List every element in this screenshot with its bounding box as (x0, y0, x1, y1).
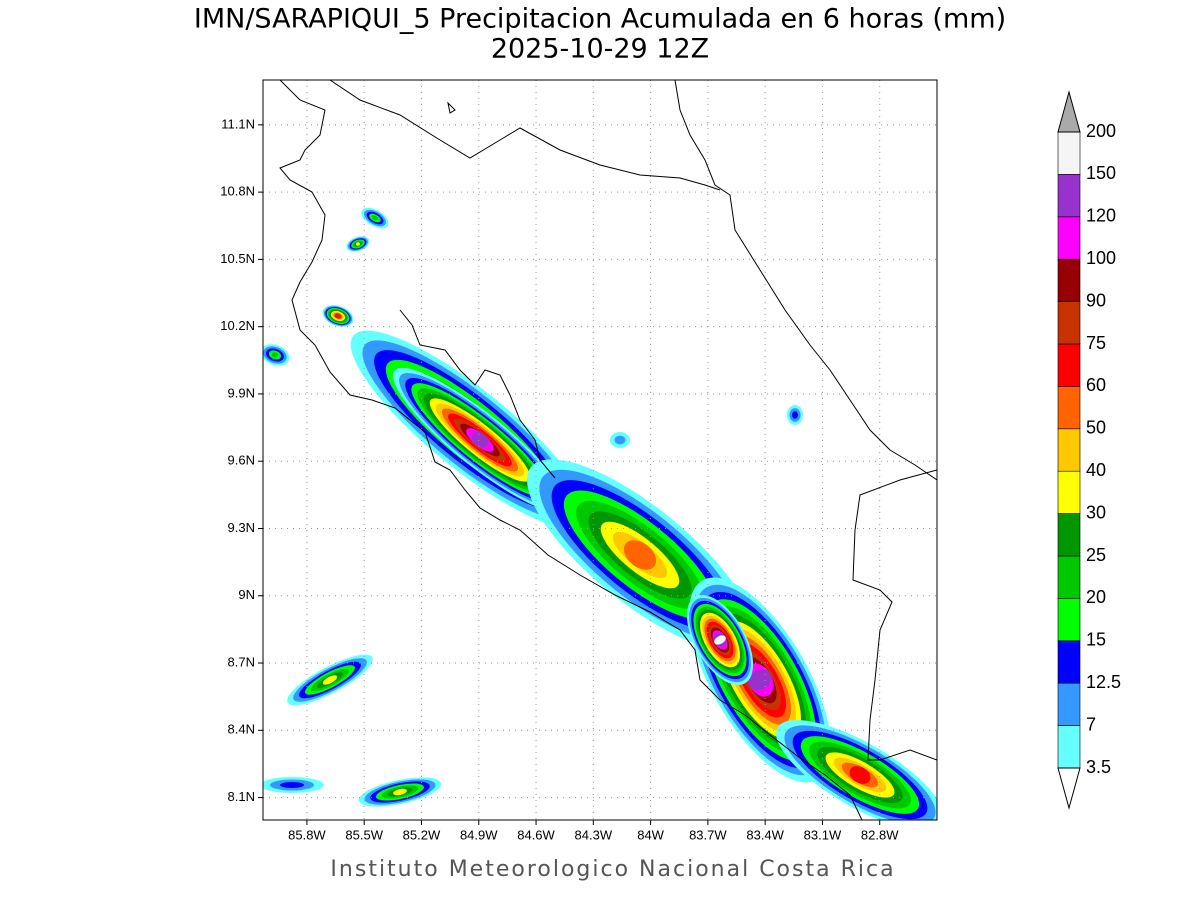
y-tick-label: 9.3N (228, 520, 255, 535)
coastline (674, 80, 937, 481)
coastline (279, 80, 863, 820)
colorbar-bin (1057, 682, 1081, 726)
colorbar-label: 150 (1086, 163, 1116, 183)
precip-contour (792, 411, 798, 419)
precip-contour (714, 635, 726, 645)
colorbar-label: 12.5 (1086, 672, 1121, 692)
x-tick-label: 85.8W (288, 827, 326, 842)
colorbar-label: 20 (1086, 587, 1106, 607)
colorbar-label: 7 (1086, 714, 1096, 734)
colorbar-label: 25 (1086, 545, 1106, 565)
x-tick-label: 83.7W (689, 827, 727, 842)
x-tick-label: 84W (637, 827, 664, 842)
colorbar-label: 3.5 (1086, 757, 1111, 777)
colorbar-bin (1057, 258, 1081, 302)
colorbar-label: 200 (1086, 121, 1116, 141)
subtitle: 2025-10-29 12Z (491, 34, 709, 65)
colorbar-bin (1057, 131, 1081, 175)
y-tick-label: 10.2N (220, 318, 255, 333)
colorbar-label: 90 (1086, 290, 1106, 310)
colorbar-bin (1057, 216, 1081, 260)
x-tick-label: 85.5W (345, 827, 383, 842)
colorbar-bin (1057, 640, 1081, 684)
colorbar-label: 60 (1086, 375, 1106, 395)
precip-contour (393, 788, 407, 796)
grid: 85.8W 85.5W 85.2W 84.9W 84.6W 84.3W 84W 83.7W 83… (220, 80, 937, 842)
precip-contour (471, 432, 489, 448)
x-tick-label: 83.4W (746, 827, 784, 842)
colorbar-bin (1057, 343, 1081, 387)
coastlines (279, 80, 937, 820)
plot-frame (262, 79, 938, 821)
colorbar-label: 120 (1086, 206, 1116, 226)
precip-contour (356, 242, 360, 246)
border (852, 469, 937, 761)
colorbar-label: 75 (1086, 333, 1106, 353)
colorbar-bin (1057, 470, 1081, 514)
precip-contour (271, 352, 279, 358)
colorbar-label: 15 (1086, 630, 1106, 650)
colorbar-bin (1057, 174, 1081, 218)
colorbar-under (1057, 767, 1081, 810)
colorbar-over (1057, 90, 1081, 133)
colorbar-label: 30 (1086, 502, 1106, 522)
coastline (399, 309, 556, 479)
x-tick-label: 84.3W (575, 827, 613, 842)
x-tick-label: 82.8W (861, 827, 899, 842)
y-tick-label: 8.7N (228, 654, 255, 669)
colorbar-label: 40 (1086, 460, 1106, 480)
title: IMN/SARAPIQUI_5 Precipitacion Acumulada … (194, 4, 1006, 35)
y-tick-label: 9N (238, 587, 255, 602)
colorbar-bin (1057, 386, 1081, 430)
footer: Instituto Meteorologico Nacional Costa R… (330, 857, 895, 882)
precip-contour (849, 766, 871, 784)
precip-contour (280, 782, 304, 788)
precip-contour (336, 313, 340, 319)
colorbar-label: 50 (1086, 418, 1106, 438)
x-tick-label: 84.6W (517, 827, 555, 842)
y-tick-label: 10.8N (220, 184, 255, 199)
colorbar-label: 100 (1086, 248, 1116, 268)
y-tick-label: 11.1N (221, 116, 255, 131)
precip-contour (614, 435, 626, 445)
colorbar: 3.5 7 12.5 15 20 25 30 40 50 60 75 90 100 120 150 200 (1057, 90, 1121, 810)
colorbar-bin (1057, 301, 1081, 345)
precip-field (263, 207, 937, 820)
precip-contour (748, 669, 772, 691)
colorbar-bin (1057, 725, 1081, 769)
colorbar-bin (1057, 428, 1081, 472)
y-tick-label: 8.1N (228, 789, 255, 804)
colorbar-bin (1057, 598, 1081, 642)
y-tick-label: 9.9N (228, 385, 255, 400)
colorbar-bin (1057, 513, 1081, 557)
x-tick-label: 85.2W (403, 827, 441, 842)
precip-contour (623, 540, 657, 570)
island (447, 101, 456, 114)
y-tick-label: 10.5N (220, 251, 255, 266)
precip-contour (371, 215, 379, 221)
colorbar-bin (1057, 555, 1081, 599)
y-tick-label: 9.6N (228, 453, 255, 468)
y-tick-label: 8.4N (228, 722, 255, 737)
precip-contour (322, 675, 338, 685)
border (329, 80, 721, 191)
x-tick-label: 84.9W (460, 827, 498, 842)
x-tick-label: 83.1W (804, 827, 842, 842)
